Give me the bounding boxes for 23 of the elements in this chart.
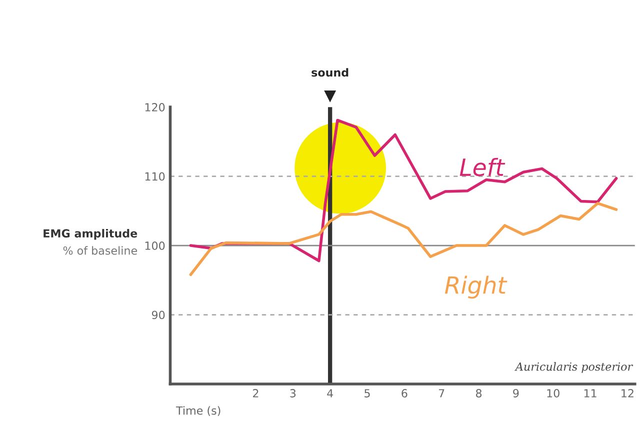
x-tick-label: 6 xyxy=(402,389,408,398)
x-tick-label: 7 xyxy=(438,389,444,398)
line-series xyxy=(189,202,618,276)
x-tick-label: 12 xyxy=(622,389,634,398)
x-tick-label: 9 xyxy=(513,389,519,398)
x-tick-label: 11 xyxy=(584,389,596,398)
annotation: Auricularis posterior xyxy=(514,362,634,373)
y-tick-label: 120 xyxy=(145,103,165,112)
x-tick-label: 2 xyxy=(253,389,258,398)
y-axis-title: EMG amplitude xyxy=(44,228,138,240)
x-tick-label: 5 xyxy=(364,389,370,398)
y-tick-label: 100 xyxy=(145,242,165,250)
text: % of baseline xyxy=(63,246,138,255)
x-tick-label: 3 xyxy=(290,389,296,398)
x-tick-label: 10 xyxy=(547,389,560,398)
x-axis-title: Time (s) xyxy=(176,406,220,416)
series-label: Left xyxy=(460,158,506,176)
x-tick-label: 8 xyxy=(476,389,482,398)
series-label: Right xyxy=(444,276,508,299)
y-tick-label: 90 xyxy=(152,310,165,320)
x-tick-label: 4 xyxy=(327,389,333,398)
ref-line-label: sound xyxy=(312,68,348,77)
y-tick-label: 110 xyxy=(145,172,165,181)
